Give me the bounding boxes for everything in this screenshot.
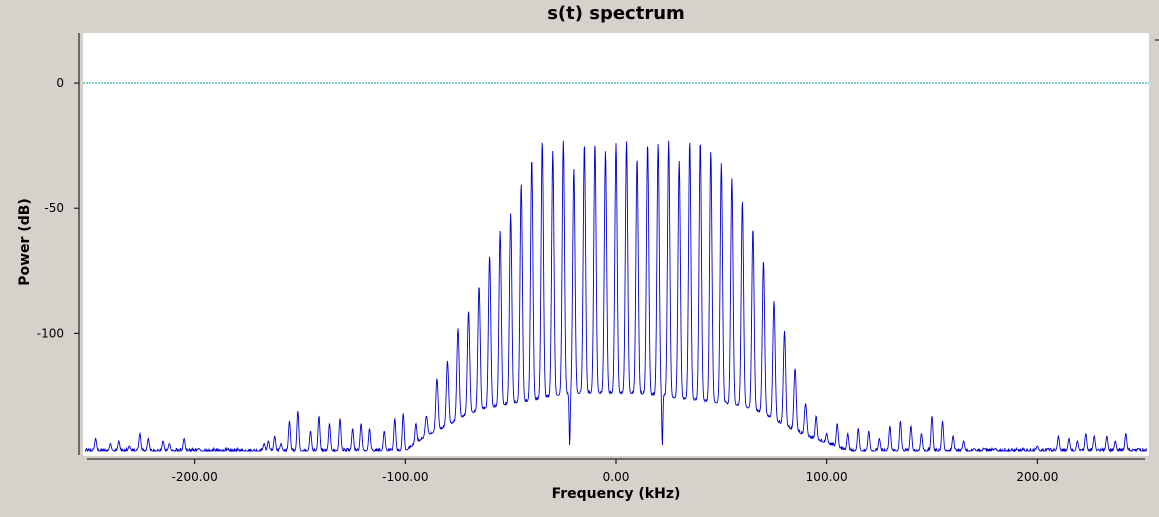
- y-tick-label: -100: [37, 326, 64, 340]
- x-tick-label: 0.00: [603, 470, 630, 484]
- plot-canvas: [83, 33, 1149, 456]
- x-axis-title: Frequency (kHz): [552, 486, 681, 502]
- y-tick-label: 0: [56, 76, 64, 90]
- chart-title: s(t) spectrum: [547, 3, 685, 24]
- x-tick-label: 200.00: [1016, 470, 1058, 484]
- x-tick-label: -100.00: [382, 470, 428, 484]
- y-axis-ticks: 0 -50 -100: [37, 76, 79, 340]
- x-axis-ticks: -200.00 -100.00 0.00 100.00 200.00: [171, 459, 1058, 484]
- series-trace: [84, 140, 1148, 453]
- x-tick-label: -200.00: [171, 470, 217, 484]
- y-tick-label: -50: [44, 201, 64, 215]
- y-axis-title: Power (dB): [17, 198, 33, 286]
- x-tick-label: 100.00: [806, 470, 848, 484]
